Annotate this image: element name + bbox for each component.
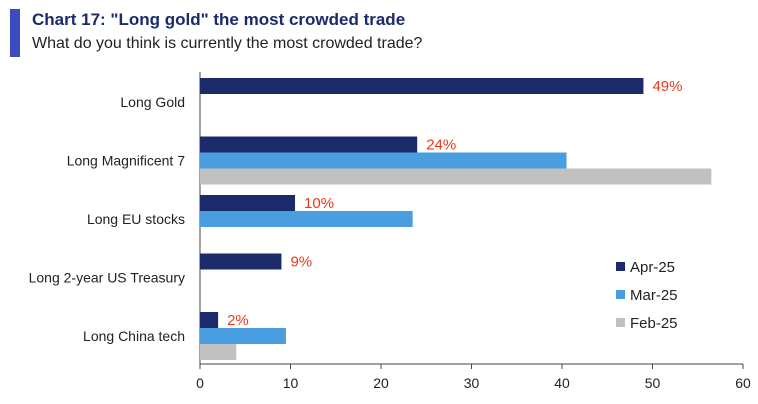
data-label: 2% xyxy=(227,312,249,329)
bar-mar-25 xyxy=(200,328,286,344)
legend-swatch-mar-25 xyxy=(616,290,625,299)
bar-feb-25 xyxy=(200,168,712,185)
x-tick-label: 30 xyxy=(464,375,480,391)
legend-label: Mar-25 xyxy=(630,287,678,304)
bar-mar-25 xyxy=(200,152,567,169)
bar-apr-25 xyxy=(200,78,644,94)
bar-apr-25 xyxy=(200,253,282,270)
chart-title: Chart 17: "Long gold" the most crowded t… xyxy=(32,10,406,29)
chart-subtitle: What do you think is currently the most … xyxy=(32,35,423,52)
x-tick-label: 0 xyxy=(196,375,204,391)
x-tick-label: 20 xyxy=(373,375,389,391)
category-label: Long 2-year US Treasury xyxy=(29,270,185,286)
category-label: Long EU stocks xyxy=(87,211,185,227)
data-label: 10% xyxy=(304,195,334,212)
bar-apr-25 xyxy=(200,195,296,211)
data-label: 24% xyxy=(426,137,456,154)
bar-mar-25 xyxy=(200,211,413,227)
legend-swatch-feb-25 xyxy=(616,318,625,327)
data-label: 9% xyxy=(290,254,312,271)
legend-label: Apr-25 xyxy=(630,259,675,276)
legend-swatch-apr-25 xyxy=(616,262,625,271)
legend-label: Feb-25 xyxy=(630,315,678,332)
bar-apr-25 xyxy=(200,312,219,328)
bar-apr-25 xyxy=(200,136,418,153)
category-label: Long Magnificent 7 xyxy=(67,153,186,169)
x-tick-label: 50 xyxy=(645,375,661,391)
x-tick-label: 10 xyxy=(283,375,299,391)
bar-feb-25 xyxy=(200,344,237,360)
category-label: Long Gold xyxy=(120,94,185,110)
title-accent-bar xyxy=(10,9,20,57)
x-tick-label: 60 xyxy=(735,375,751,391)
category-label: Long China tech xyxy=(83,328,185,344)
data-label: 49% xyxy=(652,78,682,95)
x-tick-label: 40 xyxy=(554,375,570,391)
